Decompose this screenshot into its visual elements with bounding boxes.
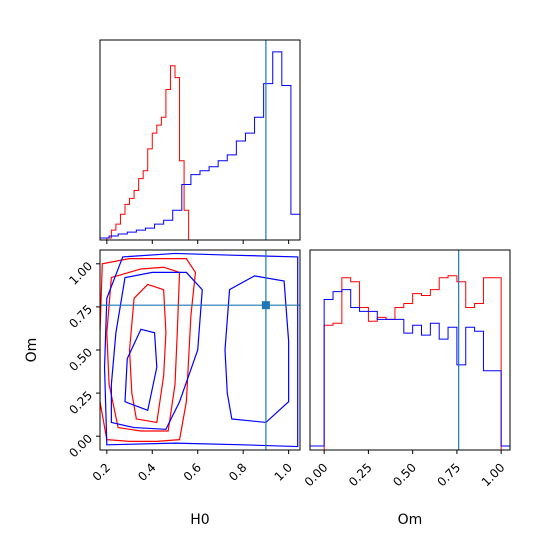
histogram-step-series-1 [323, 275, 502, 450]
y-axis-label-om: Om [24, 338, 40, 363]
x-tick-label: 0.00 [302, 460, 331, 489]
x-tick-label: 0.50 [390, 460, 419, 489]
x-tick-label: 0.2 [90, 460, 113, 483]
y-tick-label: 0.00 [66, 431, 95, 460]
om-marginal-panel: 0.00 0.25 0.50 0.75 1.00 [302, 249, 511, 489]
y-tick-label: 0.25 [66, 388, 95, 417]
histogram-step-series-2 [99, 51, 301, 240]
y-tick-label: 1.00 [66, 259, 95, 288]
contour-line-2 [106, 266, 181, 432]
y-tick-label: 0.75 [66, 302, 95, 331]
histogram-step-series-1 [106, 65, 190, 240]
h0-om-joint-panel: 0.2 0.4 0.6 0.8 1.0 0.00 0.25 0.50 0.75 1.00 [66, 249, 301, 484]
contour-line-4 [103, 252, 299, 448]
x-tick-label: 0.75 [434, 460, 463, 489]
x-tick-label: 1.0 [272, 460, 295, 483]
axes-frame [309, 249, 511, 451]
contour-group [100, 252, 299, 448]
contour-line-6 [224, 275, 290, 424]
x-tick-label: 0.4 [135, 460, 158, 483]
contour-line-7 [124, 328, 158, 412]
histogram-step-series-2 [309, 289, 511, 450]
contour-line-1 [100, 258, 197, 442]
truth-point-marker [261, 301, 270, 310]
axes-frame [99, 39, 301, 241]
y-tick-label: 0.50 [66, 345, 95, 374]
contour-line-5 [110, 271, 203, 430]
x-tick-label: 0.25 [346, 460, 375, 489]
x-tick-label: 1.00 [479, 460, 508, 489]
h0-marginal-panel [99, 39, 301, 244]
x-tick-label: 0.8 [226, 460, 249, 483]
contour-line-3 [128, 283, 167, 424]
x-axis-label-h0: H0 [190, 512, 209, 528]
x-tick-label: 0.6 [181, 460, 204, 483]
x-axis-label-om: Om [398, 512, 423, 528]
